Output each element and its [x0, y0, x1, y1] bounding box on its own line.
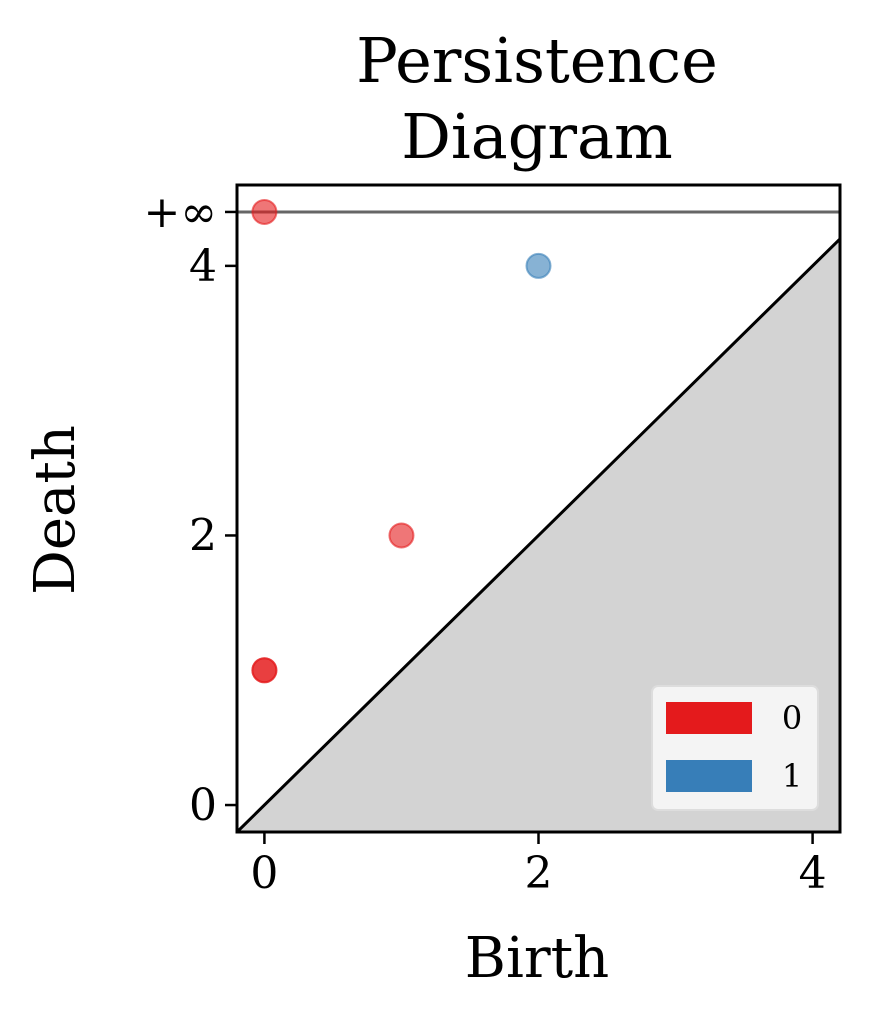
x-tick-label-0: 0	[250, 848, 278, 899]
y-axis-label: Death	[23, 425, 88, 595]
series-0-point-2	[388, 522, 415, 549]
legend-label-1: 1	[782, 757, 802, 795]
y-tick-label-infinity: +∞	[143, 187, 217, 238]
legend-label-0: 0	[782, 699, 802, 737]
x-axis-label: Birth	[465, 926, 609, 991]
series-1-point-0	[525, 252, 552, 279]
legend: 01	[651, 685, 819, 811]
chart-title-line-2: Diagram	[401, 100, 673, 173]
diagonal-line	[235, 237, 842, 834]
series-0-point-1	[251, 657, 278, 684]
legend-swatch-1	[666, 760, 752, 792]
y-tick-label-0: 0	[189, 780, 217, 831]
x-tick-label-2: 4	[799, 848, 827, 899]
legend-swatch-0	[666, 702, 752, 734]
y-tick-label-2: 4	[189, 241, 217, 292]
x-tick-label-1: 2	[525, 848, 553, 899]
y-tick-label-1: 2	[189, 510, 217, 561]
chart-title: Persistence Diagram	[356, 24, 718, 173]
chart-title-line-1: Persistence	[356, 24, 718, 97]
series-0-point-3	[251, 198, 278, 225]
